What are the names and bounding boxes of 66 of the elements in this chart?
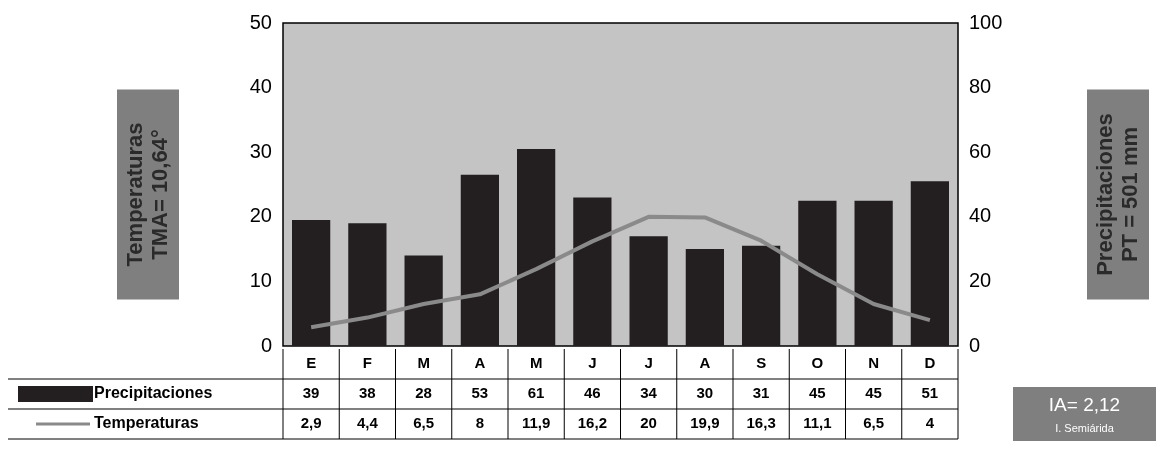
bar: [798, 200, 837, 346]
x-tick-label: J: [644, 354, 653, 372]
data-label: 34: [640, 384, 658, 402]
data-label: 16,3: [746, 414, 776, 432]
data-label: 2,9: [300, 414, 322, 432]
y2-tick-label: 60: [969, 139, 992, 162]
y-tick-label: 10: [249, 268, 272, 291]
y-tick-label: 20: [249, 204, 272, 227]
x-tick-label: D: [924, 354, 936, 372]
x-tick-label: M: [529, 354, 543, 372]
x-tick-label: A: [699, 354, 711, 372]
data-label: 53: [471, 384, 489, 402]
bar: [517, 148, 556, 346]
data-label: 45: [809, 384, 826, 402]
bar: [348, 223, 387, 346]
x-tick-label: O: [811, 354, 824, 372]
data-label: 4: [925, 414, 935, 432]
y2-axis-title: Precipitaciones PT = 501 mm: [1091, 113, 1142, 276]
y2-tick-label: 0: [969, 333, 981, 356]
data-label: 30: [696, 384, 714, 402]
y-axis-title: Temperaturas TMA= 10,64°: [121, 122, 172, 267]
x-tick-label: A: [474, 354, 486, 372]
x-tick-label: F: [362, 354, 372, 372]
y2-tick-label: 40: [969, 204, 992, 227]
data-label: 38: [359, 384, 376, 402]
data-label: 31: [752, 384, 770, 402]
data-label: 46: [584, 384, 601, 402]
text: I. Semiárida: [1055, 422, 1115, 435]
data-label: 4,4: [356, 414, 379, 432]
y-tick-label: 50: [249, 10, 272, 33]
data-label: 16,2: [577, 414, 607, 432]
x-tick-label: E: [306, 354, 317, 372]
bar: [404, 255, 443, 346]
x-tick-label: J: [588, 354, 597, 372]
legend-label: Temperaturas: [94, 414, 199, 432]
data-label: 51: [921, 384, 939, 402]
data-label: 6,5: [863, 414, 885, 432]
text: IA= 2,12: [1048, 394, 1121, 416]
data-label: 19,9: [690, 414, 720, 432]
data-label: 45: [865, 384, 882, 402]
data-label: 20: [640, 414, 657, 432]
data-label: 39: [302, 384, 320, 402]
x-tick-label: N: [868, 354, 880, 372]
y2-tick-label: 20: [969, 268, 992, 291]
bar: [460, 174, 499, 346]
legend-label: Precipitaciones: [94, 384, 213, 402]
y-tick-label: 30: [249, 139, 272, 162]
data-label: 11,9: [521, 414, 551, 432]
y-tick-label: 40: [249, 75, 272, 98]
data-label: 61: [527, 384, 545, 402]
bar: [854, 200, 893, 346]
bar: [742, 245, 781, 346]
bar: [629, 236, 668, 346]
bar: [685, 249, 724, 346]
bar: [292, 220, 331, 346]
y2-tick-label: 80: [969, 75, 992, 98]
data-label: 11,1: [803, 414, 832, 432]
bar: [910, 181, 949, 346]
y-tick-label: 0: [260, 333, 272, 356]
bar: [573, 197, 612, 346]
data-label: 8: [475, 414, 485, 432]
y2-tick-label: 100: [969, 10, 1003, 33]
data-label: 6,5: [413, 414, 435, 432]
data-label: 28: [415, 384, 432, 402]
x-tick-label: S: [756, 354, 767, 372]
x-tick-label: M: [417, 354, 430, 372]
